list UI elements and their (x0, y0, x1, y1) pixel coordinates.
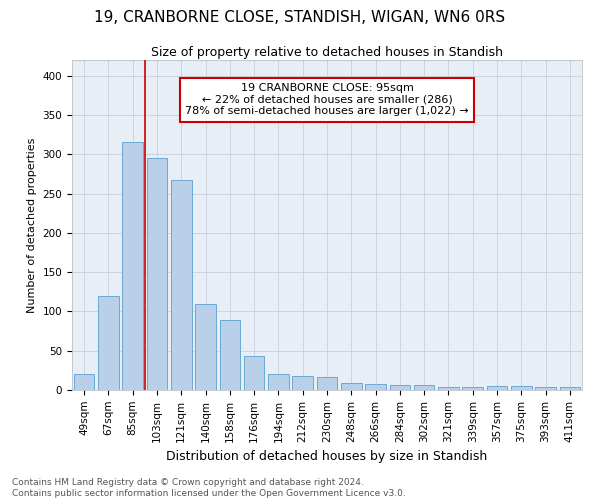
Bar (195, 304, 216, 390)
X-axis label: Distribution of detached houses by size in Standish: Distribution of detached houses by size … (166, 450, 488, 463)
Bar (317, 378, 337, 390)
Bar (244, 356, 265, 390)
Bar (463, 387, 483, 390)
Bar (171, 180, 191, 390)
Bar (146, 158, 167, 390)
Bar (438, 387, 459, 390)
Text: 19 CRANBORNE CLOSE: 95sqm
← 22% of detached houses are smaller (286)
78% of semi: 19 CRANBORNE CLOSE: 95sqm ← 22% of detac… (185, 83, 469, 116)
Bar (511, 386, 532, 390)
Bar (389, 384, 410, 390)
Bar (535, 387, 556, 390)
Bar (560, 387, 580, 390)
Bar (74, 374, 94, 390)
Bar (414, 386, 434, 390)
Bar (98, 296, 119, 390)
Title: Size of property relative to detached houses in Standish: Size of property relative to detached ho… (151, 46, 503, 59)
Bar (122, 142, 143, 390)
Bar (268, 374, 289, 390)
Bar (292, 376, 313, 390)
Bar (341, 383, 362, 390)
Bar (365, 384, 386, 390)
Bar (487, 386, 508, 390)
Bar (220, 320, 240, 390)
Text: 19, CRANBORNE CLOSE, STANDISH, WIGAN, WN6 0RS: 19, CRANBORNE CLOSE, STANDISH, WIGAN, WN… (94, 10, 506, 25)
Text: Contains HM Land Registry data © Crown copyright and database right 2024.
Contai: Contains HM Land Registry data © Crown c… (12, 478, 406, 498)
Y-axis label: Number of detached properties: Number of detached properties (27, 138, 37, 312)
